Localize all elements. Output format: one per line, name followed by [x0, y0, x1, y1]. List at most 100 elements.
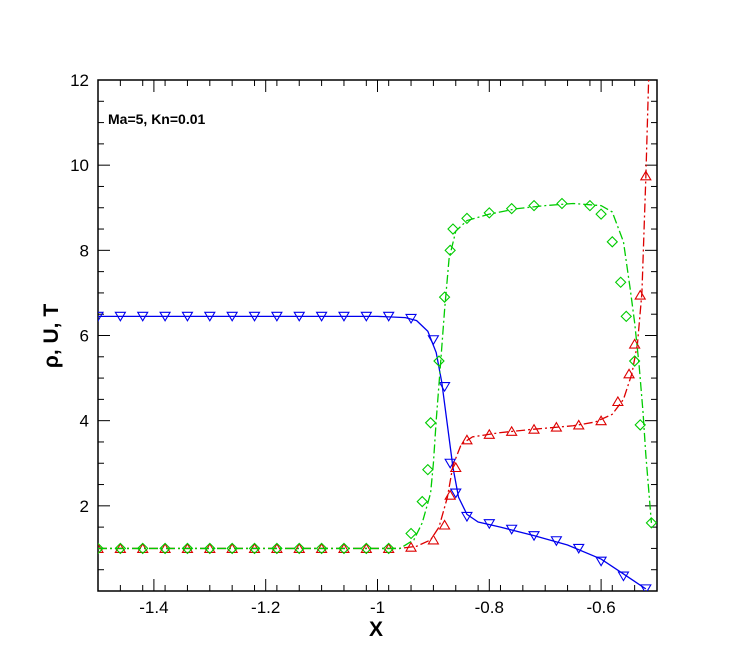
- y-tick-label: 12: [70, 71, 89, 90]
- data-point: [444, 458, 457, 469]
- data-point: [203, 311, 216, 322]
- data-point: [438, 291, 451, 303]
- data-point: [634, 419, 647, 431]
- data-point: [338, 542, 350, 555]
- tick-labels: -1.4 -1.2 -1 -0.8 -0.6 2 4 6 8 10 12: [70, 71, 616, 617]
- data-point: [382, 542, 395, 555]
- data-point: [271, 542, 283, 555]
- data-point: [623, 368, 636, 379]
- data-point: [572, 543, 585, 555]
- series-0: [98, 311, 652, 591]
- data-point: [595, 415, 608, 426]
- data-point: [181, 542, 194, 555]
- data-point: [620, 310, 633, 323]
- data-point: [505, 202, 518, 215]
- data-point: [159, 542, 171, 555]
- data-point: [337, 311, 350, 322]
- data-point: [136, 311, 149, 322]
- data-point: [98, 311, 104, 322]
- data-point: [422, 463, 434, 476]
- data-point: [449, 461, 462, 473]
- data-point: [159, 311, 172, 322]
- data-point: [628, 355, 641, 367]
- data-point: [595, 556, 608, 567]
- series-group: [98, 80, 657, 591]
- data-point: [438, 519, 451, 530]
- x-tick-label: -1.2: [251, 598, 280, 617]
- x-tick-label: -1.4: [139, 598, 168, 617]
- data-point: [595, 208, 607, 220]
- data-point: [114, 311, 127, 322]
- y-tick-label: 10: [70, 156, 89, 175]
- data-point: [270, 311, 283, 322]
- data-point: [360, 542, 373, 553]
- y-axis-title: ρ, U, T: [40, 304, 63, 368]
- data-point: [611, 395, 624, 407]
- series-2: [98, 197, 657, 555]
- data-point: [528, 531, 540, 542]
- data-point: [444, 244, 456, 257]
- data-point: [315, 542, 328, 555]
- data-point: [645, 517, 657, 529]
- data-point: [293, 542, 306, 555]
- data-point: [505, 425, 518, 436]
- data-point: [617, 571, 630, 582]
- data-point: [226, 542, 238, 555]
- x-axis-title: X: [369, 618, 383, 641]
- x-tick-label: -0.8: [475, 598, 504, 617]
- data-point: [226, 311, 239, 322]
- data-point: [315, 311, 328, 322]
- data-point: [248, 542, 261, 555]
- data-point: [639, 584, 652, 591]
- data-point: [614, 276, 627, 289]
- data-point: [181, 311, 194, 322]
- data-point: [438, 382, 451, 393]
- data-point: [639, 170, 652, 181]
- data-point: [293, 542, 306, 553]
- data-point: [444, 489, 457, 500]
- chart-annotation: Ma=5, Kn=0.01: [108, 111, 205, 127]
- data-point: [136, 542, 149, 555]
- data-point: [360, 542, 373, 555]
- data-point: [449, 488, 462, 499]
- data-point: [405, 541, 418, 552]
- data-point: [528, 423, 540, 434]
- data-point: [461, 212, 473, 225]
- data-point: [98, 542, 104, 555]
- data-point: [556, 197, 568, 210]
- data-point: [405, 313, 418, 325]
- data-point: [293, 311, 306, 322]
- data-point: [528, 199, 540, 212]
- data-point: [433, 355, 445, 367]
- y-tick-label: 8: [80, 241, 89, 260]
- data-point: [572, 419, 585, 430]
- data-point: [360, 311, 373, 322]
- data-point: [416, 495, 428, 508]
- data-point: [447, 223, 459, 235]
- data-point: [427, 335, 440, 346]
- data-point: [424, 417, 437, 429]
- data-point: [483, 428, 496, 439]
- y-tick-label: 4: [80, 412, 89, 431]
- data-point: [114, 542, 127, 555]
- data-point: [405, 527, 417, 540]
- y-tick-label: 6: [80, 327, 89, 346]
- data-point: [550, 536, 563, 547]
- data-point: [248, 311, 261, 322]
- data-point: [460, 511, 473, 523]
- axes: [97, 79, 658, 592]
- data-point: [550, 421, 563, 432]
- data-point: [634, 289, 647, 300]
- data-point: [584, 199, 596, 212]
- data-point: [505, 524, 518, 535]
- series-line: [98, 80, 650, 550]
- data-point: [460, 434, 473, 445]
- plot-frame: [97, 79, 658, 592]
- series-line: [98, 202, 653, 550]
- data-point: [382, 311, 395, 322]
- data-point: [483, 207, 496, 219]
- y-tick-label: 2: [80, 497, 89, 516]
- x-tick-label: -0.6: [586, 598, 615, 617]
- data-point: [483, 519, 496, 530]
- data-point: [427, 534, 440, 545]
